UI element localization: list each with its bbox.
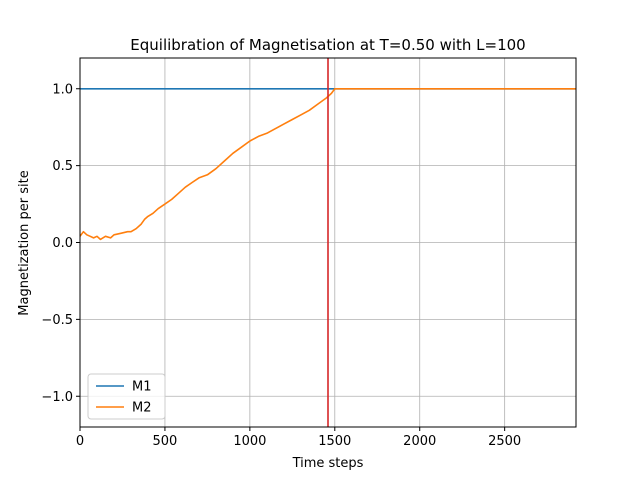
legend-label: M2 (132, 401, 152, 416)
y-tick-label: −0.5 (41, 313, 73, 328)
legend-box (87, 373, 166, 420)
x-tick-label: 2000 (403, 434, 436, 449)
x-axis-label: Time steps (292, 456, 364, 471)
y-tick-label: 1.0 (52, 82, 73, 97)
chart-title: Equilibration of Magnetisation at T=0.50… (130, 36, 525, 54)
legend-label: M1 (132, 380, 152, 395)
y-axis-label: Magnetization per site (17, 170, 32, 315)
y-tick-label: 0.5 (52, 159, 73, 174)
x-tick-label: 2500 (488, 434, 521, 449)
series-layer (79, 58, 576, 427)
y-tick-label: 0.0 (52, 236, 73, 251)
series-line-2 (79, 88, 576, 241)
y-axis-ticks: −1.0 −0.5 0.0 0.5 1.0 (41, 82, 80, 405)
x-tick-label: 1000 (233, 434, 266, 449)
x-tick-label: 500 (153, 434, 178, 449)
legend: M1 M2 (87, 373, 166, 420)
y-tick-label: −1.0 (41, 390, 73, 405)
x-axis-ticks: 0 500 1000 1500 2000 2500 (76, 427, 521, 449)
x-tick-label: 0 (76, 434, 84, 449)
x-tick-label: 1500 (318, 434, 351, 449)
